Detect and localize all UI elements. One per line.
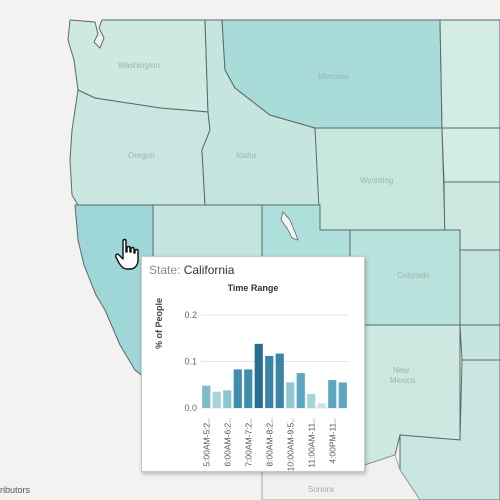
y-tick-label: 0.0	[184, 403, 197, 413]
chart-bar[interactable]	[286, 382, 295, 408]
chart-bar[interactable]	[338, 382, 347, 408]
x-tick-label: 4:00PM-11..	[327, 418, 337, 464]
chart-bar[interactable]	[202, 385, 211, 408]
chart-bar[interactable]	[296, 373, 305, 409]
x-tick-label: 11:00AM-11..	[306, 418, 316, 468]
state-south-dakota[interactable]	[441, 127, 500, 183]
chart-bar[interactable]	[244, 369, 253, 408]
state-oklahoma[interactable]	[459, 324, 500, 361]
tooltip-header: State: California	[149, 263, 234, 277]
chart-bar[interactable]	[223, 390, 232, 408]
hand-pointer-icon	[115, 238, 139, 270]
chart-bar[interactable]	[233, 369, 242, 408]
label-washington: Washington	[118, 61, 160, 70]
label-new-mexico-line2: Mexico	[390, 376, 416, 385]
state-tooltip: State: California Time Range % of People…	[141, 256, 365, 472]
y-tick-label: 0.2	[184, 310, 197, 320]
label-wyoming: Wyoming	[360, 176, 393, 185]
tooltip-key: State:	[149, 263, 181, 277]
chart-bar[interactable]	[307, 394, 316, 408]
great-salt-lake	[280, 211, 299, 241]
tooltip-state-name: California	[183, 263, 235, 277]
x-tick-label: 8:00AM-8:2..	[264, 418, 274, 467]
time-range-chart: 0.0 0.1 0.2 5:00AM-5:2.. 6:00AM-6:2.. 7:00AM-…	[184, 310, 348, 471]
label-oregon: Oregon	[128, 151, 155, 160]
x-tick-label: 7:00AM-7:2..	[243, 418, 253, 467]
state-north-dakota[interactable]	[439, 19, 500, 129]
chart-bar[interactable]	[212, 391, 221, 408]
label-montana: Montana	[318, 72, 350, 81]
map-attribution[interactable]: ributors	[0, 485, 31, 495]
x-tick-label: 5:00AM-5:2..	[201, 418, 211, 467]
chart-title: Time Range	[227, 283, 279, 293]
x-tick-label: 6:00AM-6:2..	[222, 418, 232, 467]
chart-bar[interactable]	[265, 355, 274, 408]
label-colorado: Colorado	[397, 271, 430, 280]
chart-bar[interactable]	[275, 353, 284, 408]
chart-bar[interactable]	[328, 380, 337, 408]
chart-bar[interactable]	[317, 403, 326, 408]
state-washington[interactable]	[67, 19, 209, 113]
x-tick-label: 10:00AM-9:5..	[285, 418, 295, 471]
label-sonora: Sonora	[308, 485, 334, 494]
label-idaho: Idaho	[236, 151, 257, 160]
label-new-mexico-line1: New	[393, 366, 409, 375]
chart-bar[interactable]	[254, 343, 263, 408]
y-tick-label: 0.1	[184, 357, 197, 367]
